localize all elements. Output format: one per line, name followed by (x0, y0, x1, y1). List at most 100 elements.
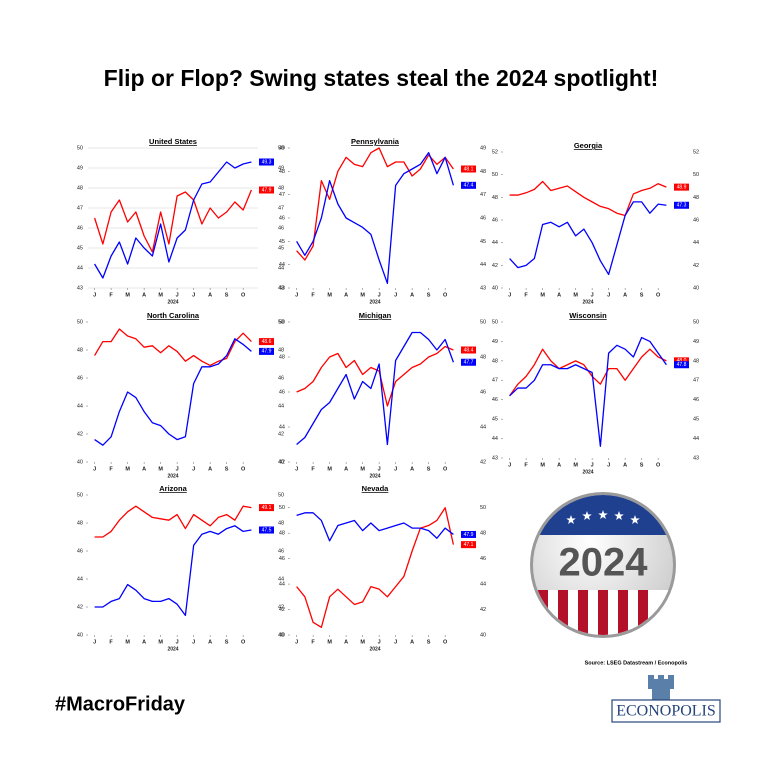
end-label: 47.8 (677, 362, 687, 368)
x-tick-label: J (176, 466, 179, 472)
logo-text: ECONOPOLIS (616, 703, 716, 720)
y2-tick-label: 40 (693, 285, 699, 291)
x-tick-label: A (208, 292, 212, 298)
y-tick-label: 50 (492, 319, 498, 325)
y2-tick-label: 50 (693, 319, 699, 325)
hashtag: #MacroFriday (55, 693, 186, 715)
y2-tick-label: 44 (693, 436, 699, 442)
end-label-box (259, 526, 274, 534)
end-label-box (461, 358, 476, 366)
end-label-box (674, 183, 689, 191)
x-tick-label: J (591, 462, 594, 468)
x-tick-label: A (557, 462, 561, 468)
x-axis-label: 2024 (369, 646, 380, 652)
x-tick-label: M (360, 292, 365, 298)
source: Source: LSEG Datastream / Econopolis (585, 660, 688, 666)
y-tick-label: 45 (279, 239, 285, 245)
x-tick-label: J (295, 292, 298, 298)
y-tick-label: 44 (492, 436, 498, 442)
x-tick-label: O (443, 292, 448, 298)
x-tick-label: S (225, 639, 229, 645)
logo: ECONOPOLIS (611, 675, 721, 723)
y-tick-label: 42 (492, 263, 498, 269)
x-tick-label: F (311, 466, 315, 472)
x-tick-label: O (241, 639, 246, 645)
x-tick-label: M (327, 639, 332, 645)
y-tick-label: 46 (492, 397, 498, 403)
x-tick-label: J (93, 639, 96, 645)
x-tick-label: M (125, 639, 130, 645)
x-tick-label: A (142, 466, 146, 472)
chart-title: Arizona (159, 484, 187, 493)
y-tick-label: 47 (77, 205, 83, 211)
y2-tick-label: 50 (480, 319, 486, 325)
x-axis-label: 2024 (582, 299, 593, 305)
x-tick-label: O (241, 292, 246, 298)
y-tick-label: 46 (279, 556, 285, 562)
series-line (94, 328, 252, 367)
end-label: 47.5 (262, 527, 272, 533)
y-tick-label: 48 (77, 347, 83, 353)
y-tick-label: 49 (77, 165, 83, 171)
end-label: 47.1 (464, 542, 474, 548)
x-tick-label: A (208, 466, 212, 472)
y2-tick-label: 46 (480, 556, 486, 562)
x-tick-label: S (225, 466, 229, 472)
x-tick-label: O (443, 466, 448, 472)
end-label-box (674, 361, 689, 369)
x-tick-label: A (344, 639, 348, 645)
x-axis-label: 2024 (167, 299, 178, 305)
x-tick-label: M (360, 639, 365, 645)
y-tick-label: 50 (77, 492, 83, 498)
chart-title: Michigan (359, 311, 392, 320)
series-line (509, 336, 667, 447)
y2-tick-label: 42 (693, 263, 699, 269)
y-tick-label: 45 (492, 417, 498, 423)
x-tick-label: J (394, 292, 397, 298)
x-tick-label: J (176, 639, 179, 645)
y-tick-label: 50 (279, 505, 285, 511)
end-label: 48.4 (464, 347, 474, 353)
y2-tick-label: 44 (693, 240, 699, 246)
y-tick-label: 50 (279, 319, 285, 325)
y-tick-label: 44 (279, 582, 285, 588)
y-tick-label: 44 (492, 240, 498, 246)
y2-tick-label: 48 (480, 354, 486, 360)
x-tick-label: J (93, 292, 96, 298)
x-tick-label: J (176, 292, 179, 298)
end-label-box (674, 201, 689, 209)
y-tick-label: 47 (492, 378, 498, 384)
x-axis-label: 2024 (582, 469, 593, 475)
y2-tick-label: 44 (480, 582, 486, 588)
end-label: 49.1 (262, 505, 272, 511)
x-tick-label: M (158, 639, 163, 645)
y2-tick-label: 44 (278, 576, 284, 582)
x-tick-label: J (607, 292, 610, 298)
y2-tick-label: 44 (480, 424, 486, 430)
series-line (94, 161, 252, 279)
x-tick-label: M (360, 466, 365, 472)
y-tick-label: 40 (279, 632, 285, 638)
end-label-box (259, 504, 274, 512)
x-tick-label: M (125, 292, 130, 298)
end-label-box (259, 338, 274, 346)
end-label: 47.3 (677, 203, 687, 209)
end-label-box (461, 181, 476, 189)
end-label: 47.9 (464, 532, 474, 538)
chart-panel: Georgia 40 40 42 42 44 44 46 46 48 48 50 50 52 52 J F M A M… (492, 141, 699, 305)
y2-tick-label: 48 (278, 347, 284, 353)
y2-tick-label: 48 (278, 185, 284, 191)
x-tick-label: A (142, 292, 146, 298)
y-tick-label: 43 (492, 455, 498, 461)
series-line (296, 147, 454, 261)
series-line (296, 507, 455, 629)
x-tick-label: M (158, 292, 163, 298)
y-tick-label: 48 (77, 520, 83, 526)
y2-tick-label: 50 (480, 505, 486, 511)
x-tick-label: J (295, 639, 298, 645)
y-tick-label: 48 (492, 358, 498, 364)
x-tick-label: A (623, 462, 627, 468)
